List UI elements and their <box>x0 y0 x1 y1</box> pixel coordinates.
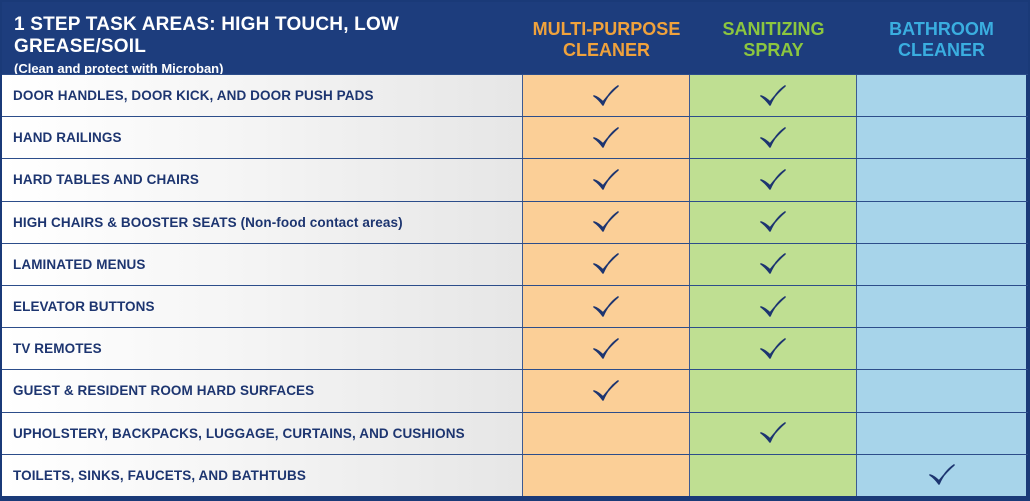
row-label: ELEVATOR BUTTONS <box>2 285 523 328</box>
bathroom-cell <box>857 370 1026 412</box>
bathroom-cell <box>857 243 1026 285</box>
multi-purpose-cell <box>523 201 690 243</box>
sanitizing-cell <box>690 159 857 201</box>
column-header-bathroom: BATHROOM CLEANER <box>857 2 1026 78</box>
table-row: LAMINATED MENUS <box>2 242 1028 285</box>
checkmark-icon <box>593 126 619 148</box>
table-header: 1 STEP TASK AREAS: HIGH TOUCH, LOW GREAS… <box>2 2 1028 76</box>
table-row: HIGH CHAIRS & BOOSTER SEATS (Non-food co… <box>2 200 1028 243</box>
bathroom-cell <box>857 75 1026 117</box>
sanitizing-cell <box>690 370 857 412</box>
bathroom-cell <box>857 201 1026 243</box>
column-header-line1: MULTI-PURPOSE <box>532 19 681 39</box>
checkmark-icon <box>760 337 786 359</box>
checkmark-icon <box>593 295 619 317</box>
multi-purpose-cell <box>523 328 690 370</box>
sanitizing-cell <box>690 117 857 159</box>
column-header-line1: SANITIZING <box>722 19 825 39</box>
multi-purpose-cell <box>523 75 690 117</box>
row-label: TV REMOTES <box>2 328 523 370</box>
multi-purpose-cell <box>523 117 690 159</box>
table-row: HAND RAILINGS <box>2 116 1028 159</box>
table-row: TV REMOTES <box>2 327 1028 370</box>
checkmark-icon <box>760 126 786 148</box>
column-header-line1: BATHROOM <box>889 19 994 39</box>
sanitizing-cell <box>690 454 857 496</box>
header-title-block: 1 STEP TASK AREAS: HIGH TOUCH, LOW GREAS… <box>2 2 523 78</box>
multi-purpose-cell <box>523 285 690 328</box>
checkmark-icon <box>593 169 619 190</box>
multi-purpose-cell <box>523 370 690 412</box>
sanitizing-cell <box>690 75 857 117</box>
row-label: DOOR HANDLES, DOOR KICK, AND DOOR PUSH P… <box>2 75 523 117</box>
sanitizing-cell <box>690 328 857 370</box>
row-label: LAMINATED MENUS <box>2 243 523 285</box>
row-label: TOILETS, SINKS, FAUCETS, AND BATHTUBS <box>2 454 523 496</box>
checkmark-icon <box>760 169 786 190</box>
checkmark-icon <box>593 211 619 232</box>
column-header-sanitizing: SANITIZING SPRAY <box>690 2 857 78</box>
bathroom-cell <box>857 285 1026 328</box>
checkmark-icon <box>760 422 786 443</box>
table-row: UPHOLSTERY, BACKPACKS, LUGGAGE, CURTAINS… <box>2 411 1028 454</box>
bathroom-cell <box>857 454 1026 496</box>
checkmark-icon <box>593 337 619 359</box>
checkmark-icon <box>760 84 786 106</box>
row-label: HARD TABLES AND CHAIRS <box>2 159 523 201</box>
bathroom-cell <box>857 412 1026 454</box>
row-label: GUEST & RESIDENT ROOM HARD SURFACES <box>2 370 523 412</box>
table-row: ELEVATOR BUTTONS <box>2 284 1028 328</box>
bathroom-cell <box>857 328 1026 370</box>
table-subtitle: (Clean and protect with Microban) <box>14 61 224 76</box>
table-row: DOOR HANDLES, DOOR KICK, AND DOOR PUSH P… <box>2 74 1028 117</box>
multi-purpose-cell <box>523 412 690 454</box>
bathroom-cell <box>857 159 1026 201</box>
sanitizing-cell <box>690 243 857 285</box>
sanitizing-cell <box>690 412 857 454</box>
table-row: GUEST & RESIDENT ROOM HARD SURFACES <box>2 369 1028 412</box>
table-title: 1 STEP TASK AREAS: HIGH TOUCH, LOW GREAS… <box>14 14 400 57</box>
table-row: TOILETS, SINKS, FAUCETS, AND BATHTUBS <box>2 453 1028 496</box>
table-body: DOOR HANDLES, DOOR KICK, AND DOOR PUSH P… <box>2 74 1028 496</box>
sanitizing-cell <box>690 201 857 243</box>
bathroom-cell <box>857 117 1026 159</box>
checkmark-icon <box>760 253 786 275</box>
checkmark-icon <box>760 295 786 317</box>
row-label: HIGH CHAIRS & BOOSTER SEATS (Non-food co… <box>2 201 523 243</box>
checkmark-icon <box>928 464 955 486</box>
row-label: HAND RAILINGS <box>2 117 523 159</box>
checkmark-icon <box>593 84 619 106</box>
column-header-line2: CLEANER <box>897 40 985 60</box>
checkmark-icon <box>760 211 786 232</box>
sanitizing-cell <box>690 285 857 328</box>
checkmark-icon <box>593 253 619 275</box>
table-row: HARD TABLES AND CHAIRS <box>2 158 1028 201</box>
checkmark-icon <box>593 380 619 401</box>
row-label: UPHOLSTERY, BACKPACKS, LUGGAGE, CURTAINS… <box>2 412 523 454</box>
column-header-multi-purpose: MULTI-PURPOSE CLEANER <box>523 2 690 78</box>
column-header-line2: SPRAY <box>743 40 804 60</box>
multi-purpose-cell <box>523 243 690 285</box>
column-header-line2: CLEANER <box>562 40 650 60</box>
multi-purpose-cell <box>523 159 690 201</box>
multi-purpose-cell <box>523 454 690 496</box>
